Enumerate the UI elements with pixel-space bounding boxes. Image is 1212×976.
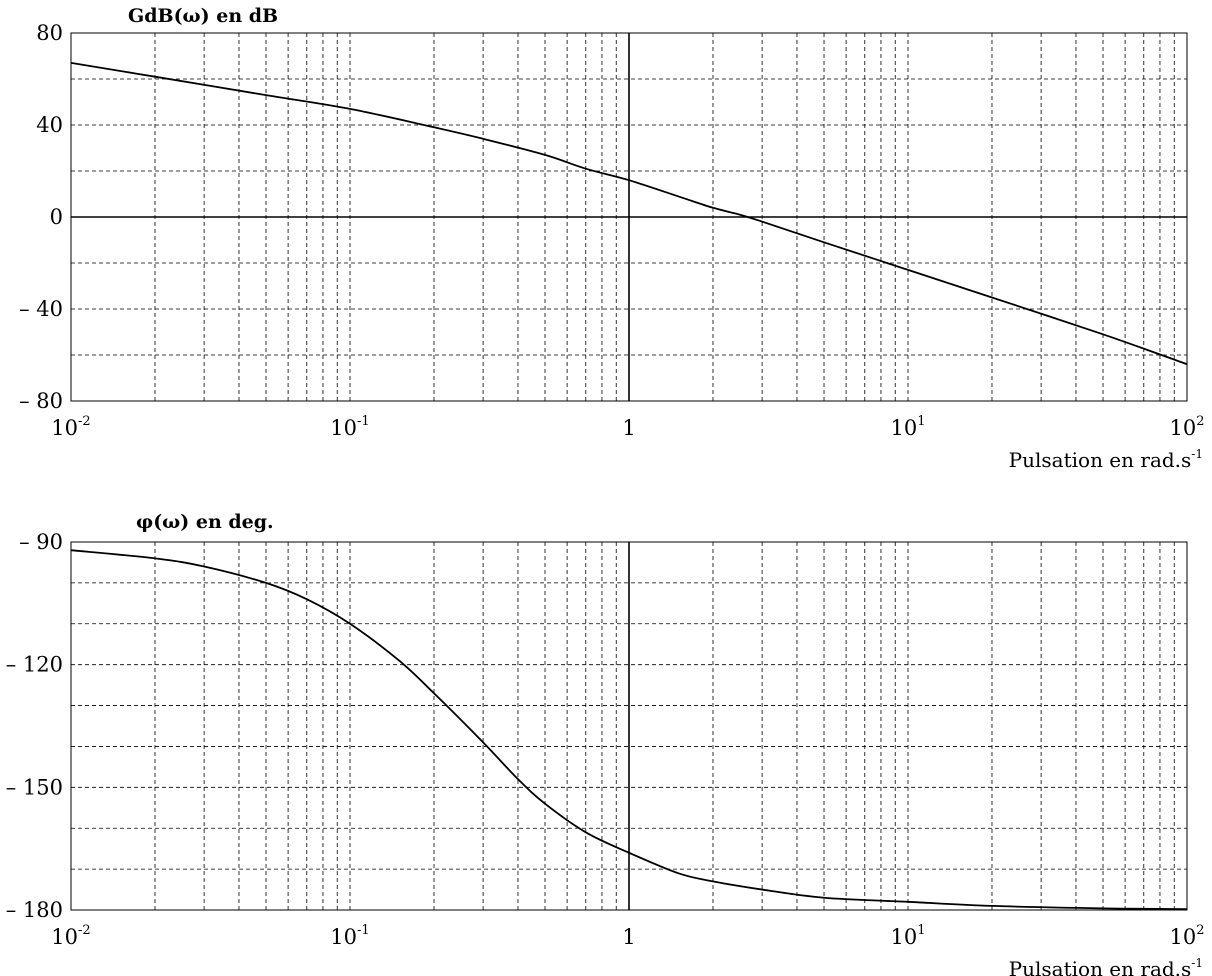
phase-x-axis-label: Pulsation en rad.s-1: [1009, 956, 1203, 976]
gain-x-tick-label: 101: [890, 414, 925, 440]
phase-x-tick-base: 10: [1169, 925, 1196, 949]
gain-y-tick-label: – 40: [19, 297, 63, 321]
phase-curve: [70, 549, 1188, 911]
gain-x-tick-base: 10: [51, 416, 78, 440]
gain-x-tick-base: 10: [890, 416, 917, 440]
gain-x-tick-exponent: -2: [78, 414, 91, 429]
gain-x-tick-label: 10-1: [330, 414, 369, 440]
phase-x-axis-label-sup: -1: [1191, 956, 1203, 970]
phase-x-ticks: 10-2 10-1 1 101 102: [51, 923, 1204, 949]
gain-y-tick-label: 0: [50, 205, 63, 229]
phase-y-tick-label: – 120: [6, 653, 63, 677]
phase-x-tick-label: 10-1: [330, 923, 369, 949]
phase-y-tick-label: – 90: [19, 530, 63, 554]
phase-x-axis-label-main: Pulsation en rad.s: [1009, 957, 1192, 976]
phase-x-tick-exponent: -1: [357, 923, 370, 938]
phase-x-tick-base: 10: [330, 925, 357, 949]
gain-x-tick-base: 10: [330, 416, 357, 440]
phase-x-tick-label: 1: [622, 925, 635, 949]
gain-x-tick-base: 1: [622, 416, 635, 440]
phase-title: φ(ω) en deg.: [136, 511, 274, 533]
gain-x-tick-exponent: -1: [357, 414, 370, 429]
gain-y-ticks: 80 40 0 – 40 – 80: [19, 21, 63, 413]
gain-reference-lines: [71, 33, 1187, 401]
phase-y-tick-label: – 180: [6, 898, 63, 922]
phase-x-tick-exponent: 2: [1196, 923, 1204, 938]
phase-x-tick-label: 102: [1169, 923, 1204, 949]
phase-y-ticks: – 90 – 120 – 150 – 180: [6, 530, 63, 922]
phase-x-tick-base: 10: [51, 925, 78, 949]
gain-x-axis-label-sup: -1: [1191, 447, 1203, 461]
phase-y-tick-label: – 150: [6, 775, 63, 799]
gain-x-tick-exponent: 2: [1196, 414, 1204, 429]
gain-y-tick-label: 40: [36, 113, 63, 137]
phase-x-tick-exponent: -2: [78, 923, 91, 938]
gain-curve: [70, 62, 1188, 366]
gain-y-tick-label: 80: [36, 21, 63, 45]
gain-x-tick-label: 10-2: [51, 414, 90, 440]
gain-x-tick-label: 102: [1169, 414, 1204, 440]
phase-plot: – 90– 120– 150– 180 10-2 10-1 1 101 102 φ(ω)…: [6, 511, 1205, 976]
phase-x-tick-label: 101: [890, 923, 925, 949]
phase-x-tick-exponent: 1: [917, 923, 925, 938]
phase-curve-group: [70, 549, 1188, 911]
gain-title: GdB(ω) en dB: [128, 5, 278, 27]
gain-y-tick-label: – 80: [19, 389, 63, 413]
phase-x-tick-label: 10-2: [51, 923, 90, 949]
gain-x-axis-label: Pulsation en rad.s-1: [1009, 447, 1203, 472]
gain-x-tick-base: 10: [1169, 416, 1196, 440]
gain-x-tick-label: 1: [622, 416, 635, 440]
phase-x-tick-base: 10: [890, 925, 917, 949]
gain-x-ticks: 10-2 10-1 1 101 102: [51, 414, 1204, 440]
phase-x-tick-base: 1: [622, 925, 635, 949]
gain-curve-group: [70, 62, 1188, 366]
gain-x-axis-label-main: Pulsation en rad.s: [1009, 448, 1192, 472]
phase-grid: [71, 542, 1187, 910]
gain-x-tick-exponent: 1: [917, 414, 925, 429]
